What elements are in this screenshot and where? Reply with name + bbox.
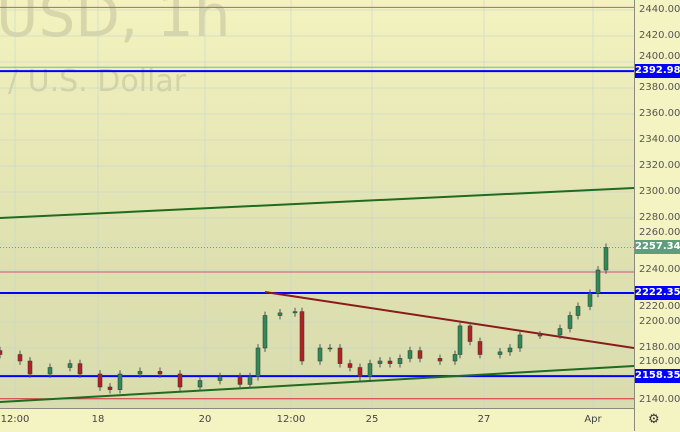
watermark-symbol: USD, 1h (0, 0, 231, 50)
y-tick-label: 2220.00 (639, 300, 680, 312)
x-tick-label: 12:00 (0, 414, 30, 425)
candle-body (107, 386, 113, 390)
y-tick-label: 2140.00 (639, 394, 680, 405)
candle-body (497, 351, 503, 355)
x-tick-label: 12:00 (276, 414, 306, 425)
candle-body (537, 334, 543, 337)
candle-body (217, 376, 223, 381)
candle-body (603, 247, 609, 271)
x-tick-label: 20 (198, 414, 212, 425)
candle-body (177, 373, 183, 388)
candle-body (387, 360, 393, 364)
price-level-badge: 2222.35 (635, 285, 680, 300)
price-level-badge: 2158.35 (635, 369, 680, 384)
gear-icon[interactable]: ⚙ (648, 412, 660, 427)
plot-area[interactable]: USD, 1h / U.S. Dollar (0, 0, 634, 408)
candle-body (67, 363, 73, 368)
candle-body (237, 376, 243, 385)
candle-body (77, 363, 83, 375)
candle-body (477, 341, 483, 355)
watermark-description: / U.S. Dollar (8, 64, 187, 99)
price-level-badge: 2392.98 (635, 64, 680, 79)
trendline-support (0, 365, 634, 403)
chart-svg (0, 0, 634, 408)
last-price-badge: 2257.34 (635, 240, 680, 255)
candle-body (327, 347, 333, 350)
candle-body (292, 311, 298, 314)
candle-body (137, 371, 143, 375)
y-tick-label: 2420.00 (639, 30, 680, 41)
candle-body (27, 360, 33, 375)
y-tick-label: 2180.00 (639, 342, 680, 353)
candle-body (377, 360, 383, 364)
candle-body (517, 334, 523, 349)
candle-body (17, 354, 23, 362)
x-tick-label: 25 (365, 414, 379, 425)
candle-body (347, 363, 353, 368)
time-axis[interactable]: 12:00 18 20 12:00 25 27 Apr (0, 408, 634, 432)
candle-body (97, 373, 103, 388)
candle-body (467, 325, 473, 342)
y-tick-label: 2160.00 (639, 356, 680, 368)
trendline-upper-channel (0, 187, 634, 219)
y-tick-label: 2260.00 (639, 227, 680, 239)
candle-body (595, 269, 601, 294)
candle-body (367, 363, 373, 377)
y-tick-label: 2440.00 (639, 4, 680, 15)
candle-body (507, 347, 513, 353)
candle-body (587, 293, 593, 307)
candle-body (277, 312, 283, 316)
y-tick-label: 2200.00 (639, 316, 680, 327)
candle-body (575, 306, 581, 316)
candle-body (0, 350, 3, 355)
y-tick-label: 2240.00 (639, 264, 680, 275)
candle-body (452, 354, 458, 362)
candle-body (417, 350, 423, 359)
candle-body (317, 347, 323, 362)
x-tick-label: 18 (91, 414, 105, 425)
candle-body (557, 328, 563, 336)
candle-body (337, 347, 343, 364)
x-tick-label: Apr (584, 414, 602, 425)
candle-body (437, 358, 443, 362)
candle-body (247, 376, 253, 385)
candle-body (299, 311, 305, 362)
y-tick-label: 2340.00 (639, 134, 680, 145)
y-tick-label: 2400.00 (639, 51, 680, 63)
candle-body (117, 373, 123, 390)
candle-body (357, 367, 363, 377)
candle-body (397, 358, 403, 364)
y-tick-label: 2280.00 (639, 212, 680, 223)
candle-body (157, 371, 163, 375)
price-axis[interactable]: 2392.98 2222.35 2158.35 2257.34 2440.00 2420.… (634, 0, 680, 431)
candle-body (407, 350, 413, 359)
y-tick-label: 2320.00 (639, 160, 680, 171)
y-tick-label: 2360.00 (639, 108, 680, 119)
candle-body (255, 347, 261, 377)
candle-body (197, 380, 203, 388)
candle-body (567, 315, 573, 329)
candle-body (262, 315, 268, 349)
x-tick-label: 27 (477, 414, 491, 425)
candle-body (457, 325, 463, 355)
candle-body (47, 367, 53, 375)
y-tick-label: 2380.00 (639, 82, 680, 93)
trendline-resistance (264, 291, 634, 349)
y-tick-label: 2300.00 (639, 186, 680, 197)
